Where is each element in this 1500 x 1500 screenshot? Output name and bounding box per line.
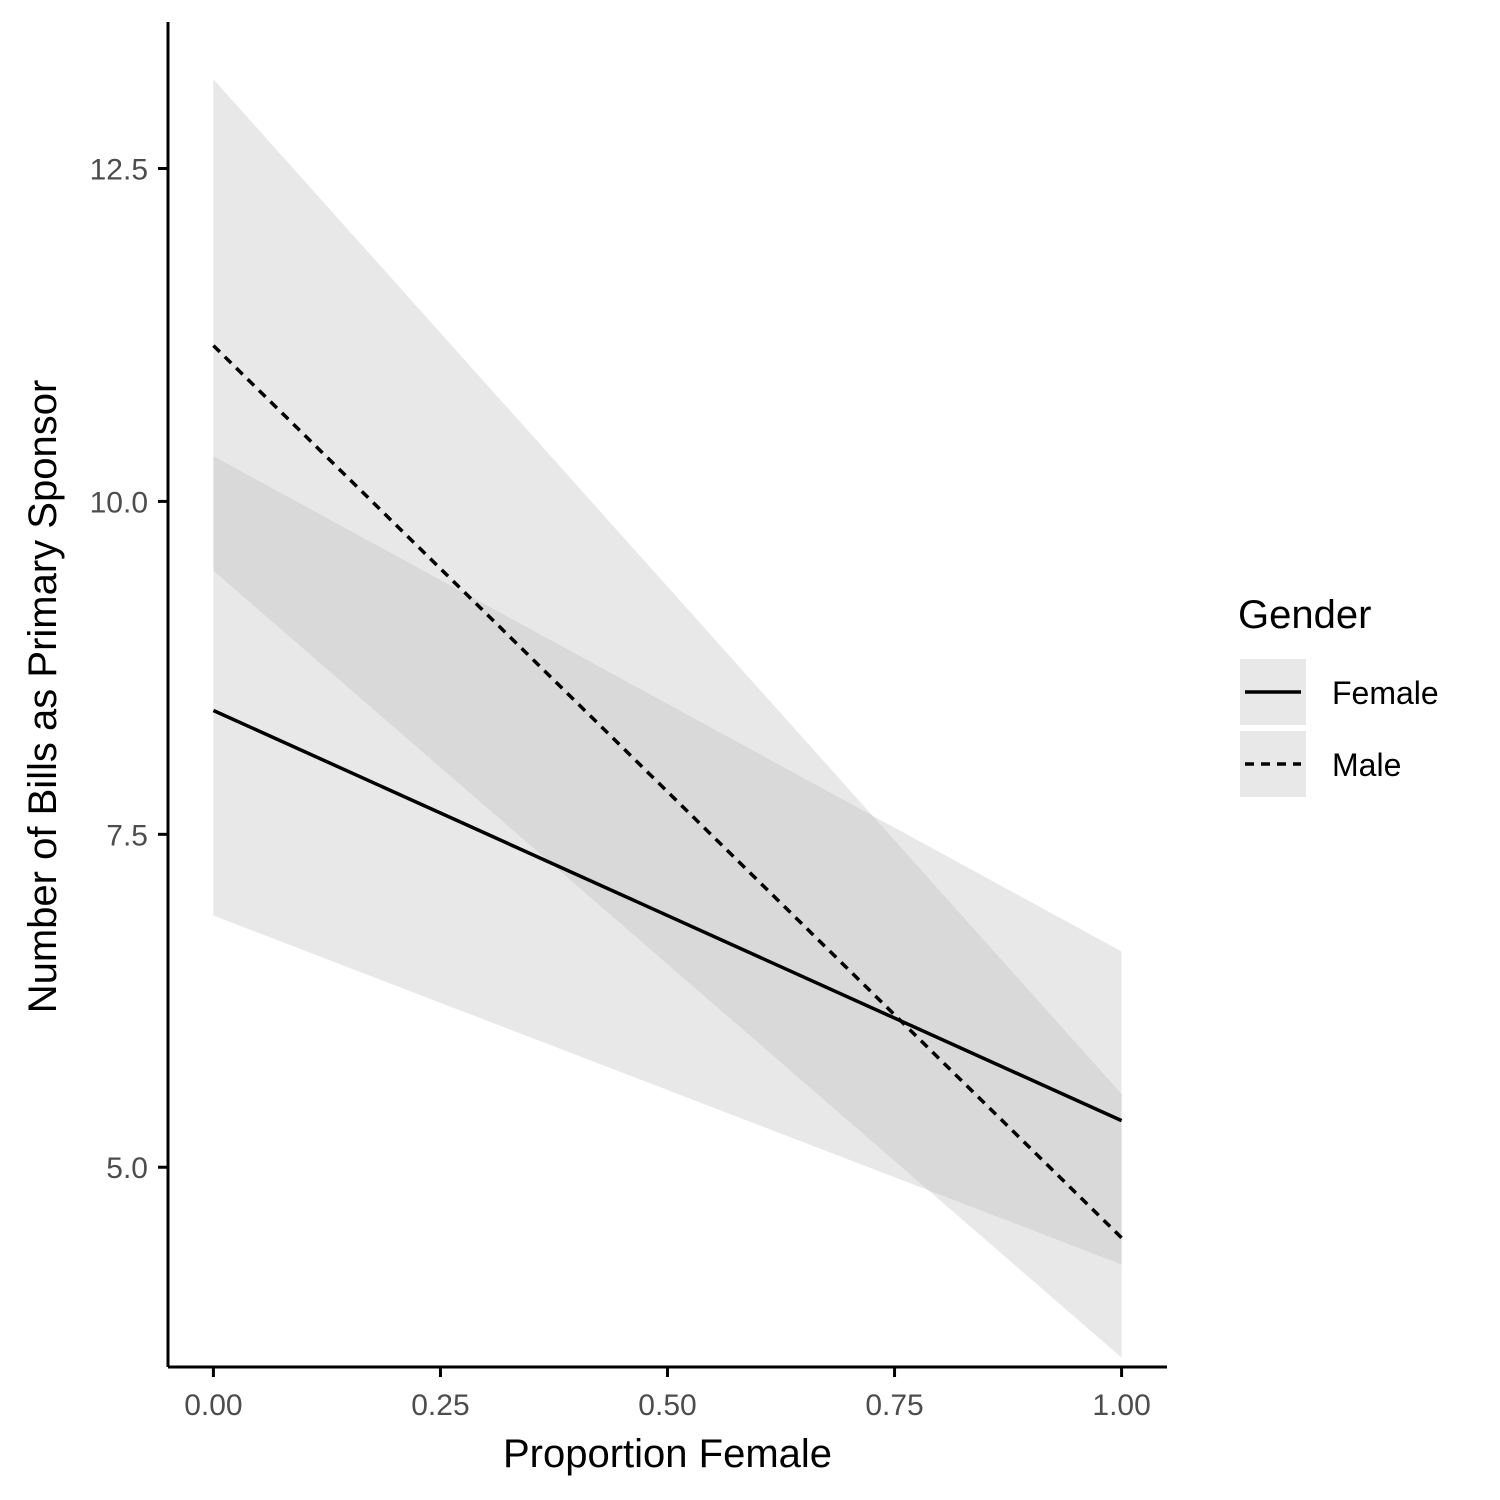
confidence-ribbons	[213, 79, 1122, 1358]
legend-label: Female	[1332, 675, 1439, 711]
y-axis-title: Number of Bills as Primary Sponsor	[21, 380, 65, 1014]
legend-item-male: Male	[1240, 731, 1401, 797]
x-tick-label: 0.50	[638, 1389, 696, 1422]
x-tick-label: 0.00	[184, 1389, 242, 1422]
legend-title: Gender	[1238, 593, 1371, 637]
y-ticks: 5.0 7.5 10.0 12.5	[90, 153, 168, 1185]
line-male	[212, 344, 1123, 1240]
x-tick-label: 0.75	[865, 1389, 923, 1422]
x-tick-label: 1.00	[1092, 1389, 1150, 1422]
legend: Gender Female Male	[1238, 593, 1439, 797]
legend-label: Male	[1332, 747, 1401, 783]
y-tick-label: 10.0	[90, 486, 148, 519]
y-tick-label: 7.5	[106, 819, 148, 852]
line-female	[212, 708, 1123, 1123]
series-lines	[212, 344, 1123, 1240]
legend-item-female: Female	[1240, 659, 1439, 725]
x-axis-title: Proportion Female	[503, 1432, 832, 1476]
y-tick-label: 12.5	[90, 153, 148, 186]
x-tick-label: 0.25	[411, 1389, 469, 1422]
ribbon-male	[213, 79, 1122, 1358]
legend-items: Female Male	[1240, 659, 1439, 797]
ribbon-female	[213, 456, 1122, 1265]
y-tick-label: 5.0	[106, 1152, 148, 1185]
x-ticks: 0.00 0.25 0.50 0.75 1.00	[184, 1367, 1151, 1422]
